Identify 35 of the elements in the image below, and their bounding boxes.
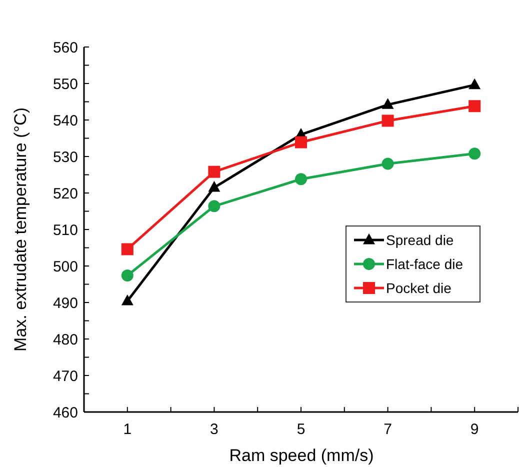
point	[295, 136, 307, 148]
y-axis-title: Max. extrudate temperature (°C)	[11, 108, 30, 352]
x-tick-label: 7	[384, 421, 392, 438]
legend-label: Spread die	[386, 232, 454, 248]
legend-label: Pocket die	[386, 280, 452, 296]
point	[468, 78, 481, 90]
y-tick-label: 460	[52, 404, 78, 422]
point	[382, 114, 394, 127]
point	[382, 158, 394, 170]
point	[468, 100, 481, 112]
x-tick-label: 3	[210, 421, 218, 438]
x-axis-title: Ram speed (mm/s)	[229, 446, 374, 465]
point	[121, 269, 134, 282]
point	[208, 180, 220, 192]
y-tick-label: 490	[52, 294, 78, 312]
y-tick-label: 540	[52, 112, 78, 130]
y-tick-label: 510	[52, 222, 78, 239]
point	[208, 200, 220, 212]
point	[121, 294, 134, 306]
y-tick-label: 520	[52, 185, 78, 202]
point	[382, 98, 394, 109]
y-tick-label: 530	[52, 148, 78, 166]
point	[121, 243, 134, 256]
point	[208, 166, 220, 178]
y-tick-label: 560	[52, 39, 78, 56]
legend-label: Flat-face die	[386, 256, 464, 272]
x-tick-label: 9	[470, 421, 479, 438]
y-tick-label: 500	[52, 258, 78, 276]
point	[295, 173, 307, 186]
x-tick-label: 1	[123, 421, 132, 438]
y-tick-label: 480	[52, 331, 78, 348]
y-tick-label: 470	[52, 368, 78, 385]
point	[468, 148, 481, 160]
x-tick-label: 5	[296, 421, 306, 438]
y-tick-label: 550	[52, 76, 78, 93]
